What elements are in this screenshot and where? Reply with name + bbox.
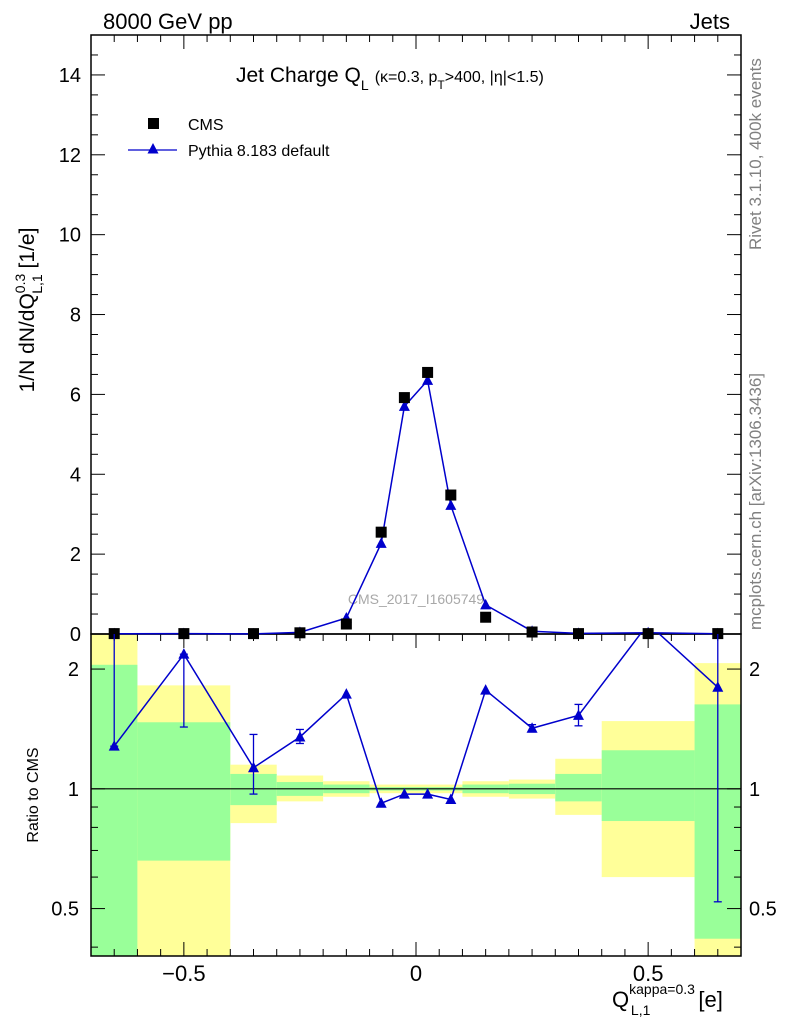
ratio-band-inner [555,773,602,802]
side-text-top: Rivet 3.1.10, 400k events [746,58,765,250]
y-tick-label: 8 [70,305,81,327]
legend-mc-label: Pythia 8.183 default [188,143,330,160]
header-left: 8000 GeV pp [103,9,233,34]
mc-series-line [114,378,718,635]
mc-point [422,374,434,385]
y-axis-label-prefix: 1/N dN/dQ [16,293,39,392]
ratio-band-inner [137,722,231,861]
mc-ratio-point [178,648,190,659]
cms-point [445,489,457,501]
cms-point [712,628,724,640]
mc-point [480,598,492,610]
cms-point [178,628,190,640]
mc-ratio-point [340,688,352,699]
ratio-label: Ratio to CMS [25,747,42,842]
title-detail-a: (κ=0.3, p [375,69,438,86]
cms-point [398,392,410,404]
ratio-y-tick-label-right: 0.5 [749,899,777,921]
cms-point [248,628,259,640]
x-axis-label-sub: L,1 [631,1002,651,1018]
x-tick-label: −0.5 [162,961,205,986]
y-axis-label: 1/N dN/dQ0.3L,1 [1/e] [12,228,45,393]
mc-point [375,537,387,548]
header-right: Jets [690,9,730,34]
title-detail-sub: T [437,78,445,92]
y-tick-label: 12 [59,145,81,167]
y-axis-label-sup: 0.3 [12,274,28,294]
x-tick-label: 0 [410,961,422,986]
mc-ratio-point [248,761,259,773]
y-tick-label: 14 [59,65,81,87]
y-tick-label: 0 [70,624,81,646]
mc-ratio-point [422,788,434,799]
plot-title: Jet Charge QL (κ=0.3, pT>400, |η|<1.5) [236,64,544,93]
x-axis-label: Qkappa=0.3 L,1 [e] [612,981,723,1018]
mc-point [398,400,410,411]
x-tick-label: 0.5 [633,961,664,986]
title-main: Jet Charge Q [236,64,361,87]
cms-point [375,526,387,538]
ratio-y-tick-label: 2 [68,659,79,681]
cms-point [642,628,654,640]
y-tick-label: 6 [70,384,81,406]
title-detail-b: >400, |η|<1.5) [445,69,544,86]
ratio-y-tick-label-right: 2 [749,659,760,681]
cms-point [480,611,492,623]
y-tick-label: 10 [59,225,81,247]
cms-point [526,626,538,638]
mc-ratio-point [108,740,120,751]
x-axis-label-base: Q [612,987,629,1012]
cms-point [573,628,584,640]
mc-ratio-point [398,788,410,799]
mc-ratio-line [113,634,719,805]
y-axis-label-suffix: [1/e] [16,228,39,275]
mc-ratio-point [712,681,724,692]
y-axis-label-sub: L,1 [29,274,45,294]
cms-point [422,366,434,378]
side-text-bottom: mcplots.cern.ch [arXiv:1306.3436] [746,373,765,630]
cms-point [294,627,306,639]
mc-ratio-point [375,797,387,808]
y-tick-label: 2 [70,544,81,566]
ratio-y-tick-label-right: 1 [749,779,760,801]
title-main-sub: L [361,77,369,93]
ratio-band-inner [601,750,695,822]
legend-cms-marker [148,118,159,129]
cms-point [108,628,120,640]
mc-ratio-point [294,730,306,742]
cms-point [340,618,352,630]
ratio-y-tick-label: 0.5 [51,899,79,921]
mc-ratio-point [526,722,538,733]
mc-ratio-point [573,709,584,720]
legend-cms-label: CMS [188,117,224,134]
x-axis-label-unit: [e] [698,987,722,1012]
mc-ratio-point [480,684,492,695]
mc-point [445,499,457,510]
legend-mc-marker [147,143,159,154]
mc-ratio-point [445,793,457,805]
legend: CMS Pythia 8.183 default [128,117,330,160]
x-axis-label-sup: kappa=0.3 [629,981,695,997]
ratio-y-tick-label: 1 [68,779,79,801]
y-tick-label: 4 [70,464,81,486]
watermark: CMS_2017_I1605749 [348,591,484,607]
